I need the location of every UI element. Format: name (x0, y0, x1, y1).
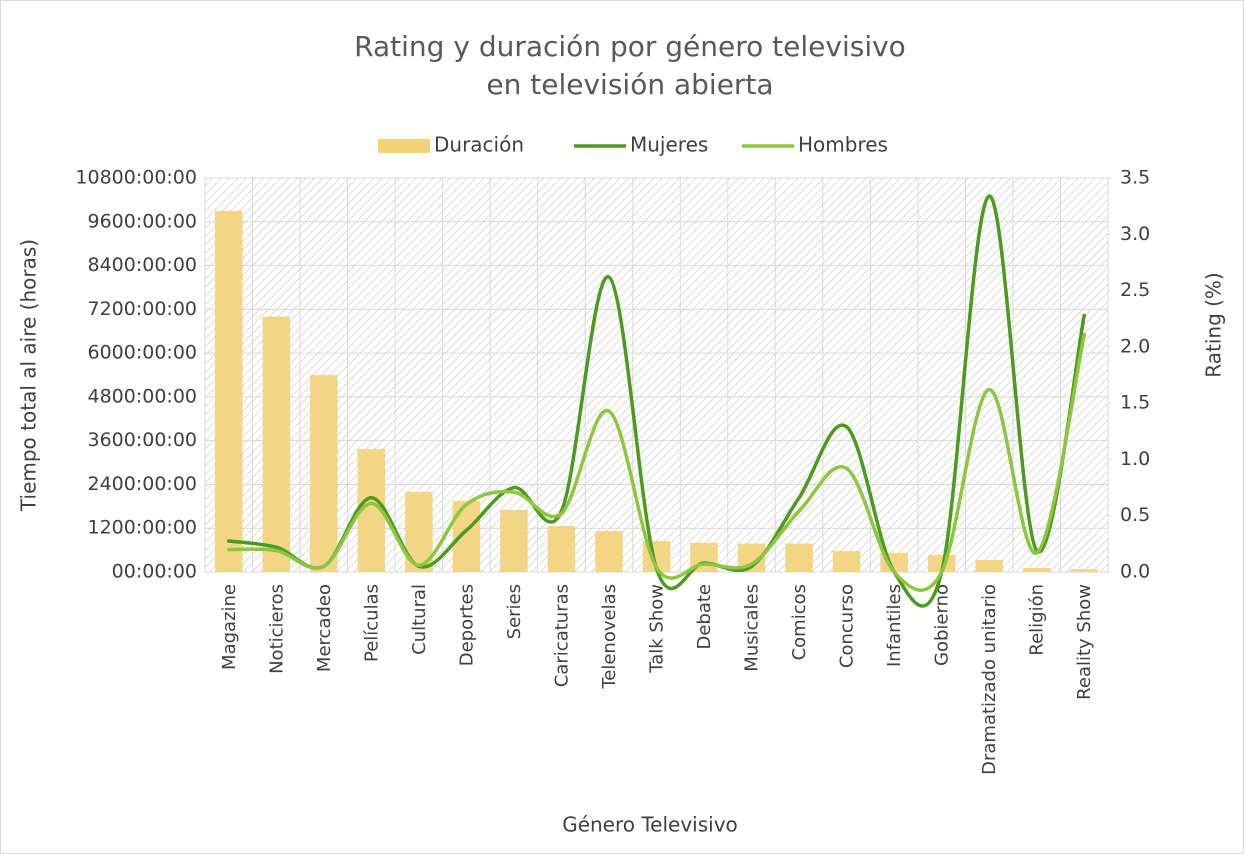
y2-tick-label: 0.5 (1120, 504, 1150, 526)
x-tick-label: Gobierno (932, 584, 953, 666)
x-tick-label: Magazine (219, 584, 240, 670)
bar (452, 500, 481, 572)
y2-tick-label: 3.0 (1120, 223, 1150, 245)
x-tick-label: Noticieros (266, 584, 287, 674)
y2-tick-label: 3.5 (1120, 167, 1150, 189)
chart-title: en televisión abierta (486, 68, 773, 101)
y2-tick-label: 1.0 (1120, 448, 1150, 470)
bar (832, 551, 861, 572)
x-tick-label: Mercadeo (314, 584, 335, 672)
x-tick-label: Dramatizado unitario (979, 584, 1000, 775)
y-tick-label: 10800:00:00 (75, 167, 197, 189)
bar (927, 554, 956, 572)
legend-swatch (378, 139, 430, 153)
y-tick-label: 3600:00:00 (87, 429, 197, 451)
x-tick-label: Infantiles (884, 584, 905, 667)
bar (500, 509, 528, 572)
x-tick-label: Caricaturas (551, 584, 572, 687)
y2-tick-label: 1.5 (1120, 392, 1150, 414)
x-tick-label: Religión (1027, 584, 1048, 656)
x-tick-label: Reality Show (1074, 584, 1095, 700)
y-tick-label: 6000:00:00 (87, 342, 197, 364)
legend-label: Hombres (798, 133, 888, 157)
y-tick-label: 7200:00:00 (87, 298, 197, 320)
y-tick-label: 2400:00:00 (87, 473, 197, 495)
y2-tick-label: 0.0 (1120, 561, 1150, 583)
x-tick-label: Cultural (409, 584, 430, 655)
bar (595, 531, 623, 572)
y-tick-label: 1200:00:00 (87, 517, 197, 539)
legend-label: Mujeres (630, 133, 708, 157)
bar (262, 316, 291, 572)
y-tick-label: 8400:00:00 (87, 254, 197, 276)
line (227, 332, 1086, 592)
x-tick-label: Talk Show (647, 584, 668, 674)
x-tick-label: Comicos (789, 584, 810, 660)
legend-label: Duración (434, 133, 524, 157)
x-tick-label: Series (504, 584, 525, 639)
bar (975, 559, 1003, 572)
bar (214, 210, 243, 573)
chart-title: Rating y duración por género televisivo (354, 30, 906, 63)
y-tick-label: 9600:00:00 (87, 210, 197, 232)
bar (785, 543, 813, 572)
y2-tick-label: 2.0 (1120, 335, 1150, 357)
plot-area (205, 178, 1108, 572)
y-tick-label: 00:00:00 (112, 561, 197, 583)
x-tick-label: Deportes (456, 584, 477, 666)
bar (1070, 569, 1099, 572)
y2-axis-title: Rating (%) (1202, 272, 1226, 377)
y-axis-title: Tiempo total al aire (horas) (17, 239, 41, 512)
bar (310, 375, 338, 572)
x-tick-label: Musicales (742, 584, 763, 672)
bar (1022, 567, 1051, 572)
y2-tick-label: 2.5 (1120, 279, 1150, 301)
x-tick-label: Películas (361, 584, 382, 662)
bar (547, 526, 576, 572)
x-tick-label: Concurso (837, 584, 858, 668)
x-axis-title: Género Televisivo (562, 813, 738, 837)
y-tick-label: 4800:00:00 (87, 385, 197, 407)
x-tick-label: Debate (694, 584, 715, 650)
x-tick-label: Telenovelas (599, 584, 620, 690)
